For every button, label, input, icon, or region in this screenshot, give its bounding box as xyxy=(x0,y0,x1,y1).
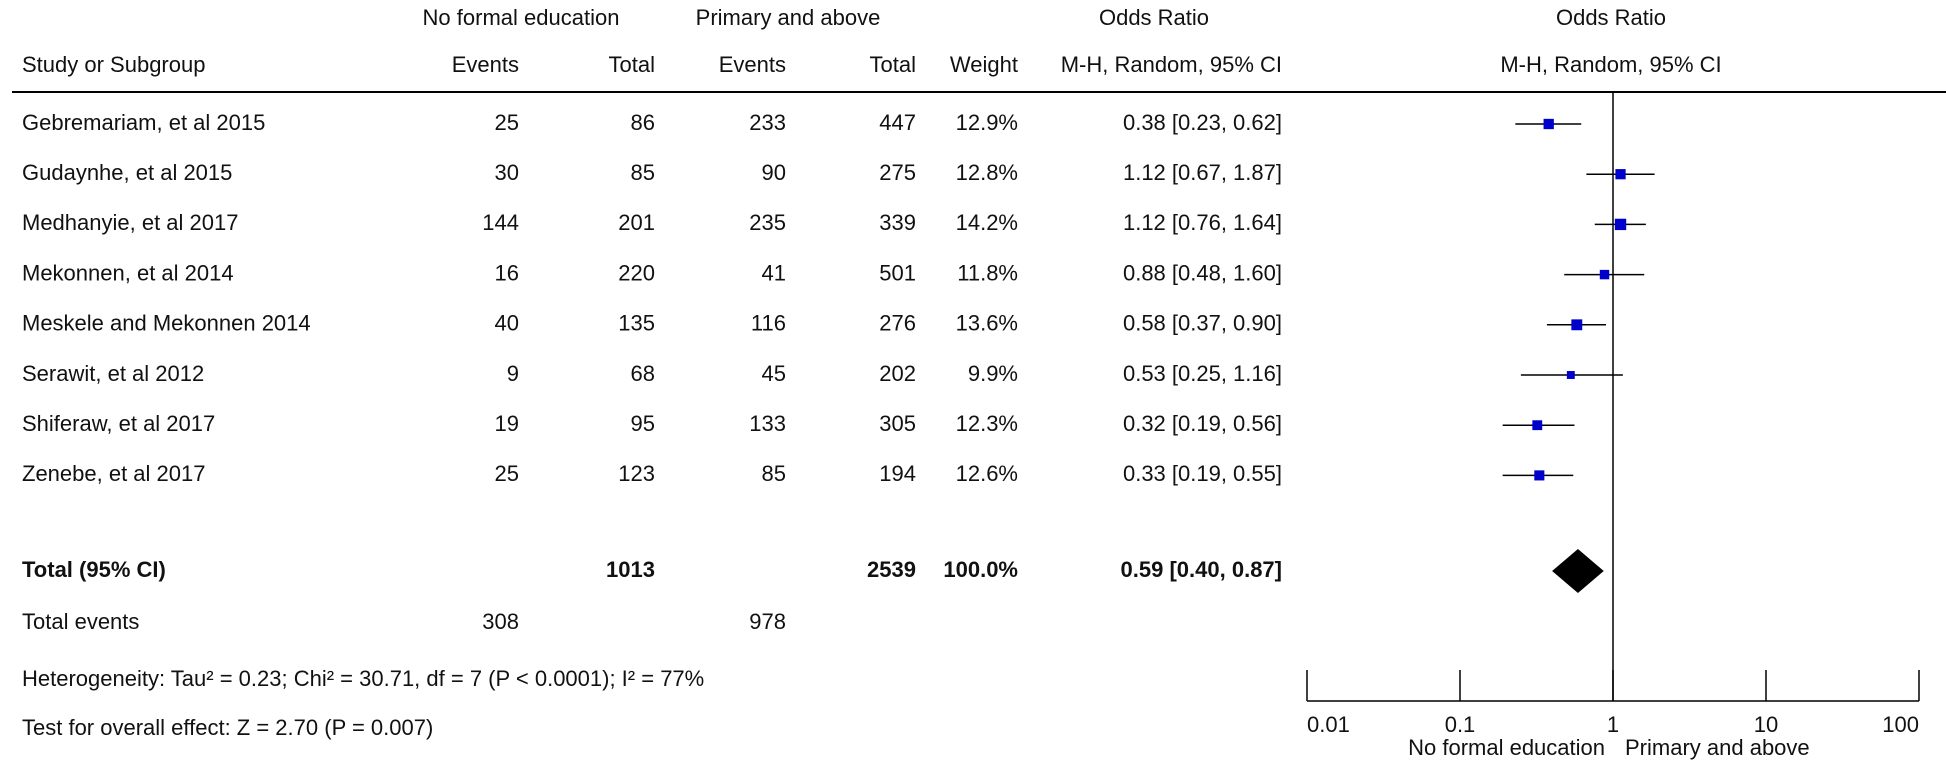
cell: 41 xyxy=(762,260,786,285)
column-header: M-H, Random, 95% CI xyxy=(1500,52,1721,77)
column-header: Events xyxy=(719,52,786,77)
or-marker xyxy=(1615,169,1626,180)
cell: 133 xyxy=(749,411,786,436)
cell: 30 xyxy=(495,160,519,185)
or-marker xyxy=(1566,371,1575,379)
cell: 1013 xyxy=(606,557,655,582)
or-marker xyxy=(1532,420,1543,431)
cell: 25 xyxy=(495,461,519,486)
odds-ratio: 0.59 [0.40, 0.87] xyxy=(1121,557,1282,582)
cell: 501 xyxy=(879,260,916,285)
study-name: Meskele and Mekonnen 2014 xyxy=(22,311,311,336)
or-marker xyxy=(1543,118,1554,130)
weight: 9.9% xyxy=(968,361,1018,386)
column-header: Weight xyxy=(950,52,1018,77)
cell: 86 xyxy=(631,110,655,135)
cell: 135 xyxy=(618,311,655,336)
cell: 45 xyxy=(762,361,786,386)
cell: 201 xyxy=(618,210,655,235)
weight: 12.9% xyxy=(956,110,1018,135)
cell: 68 xyxy=(631,361,655,386)
or-marker xyxy=(1614,218,1627,231)
study-name: Zenebe, et al 2017 xyxy=(22,461,205,486)
x-tick-label: 10 xyxy=(1754,712,1778,737)
cell: 19 xyxy=(495,411,519,436)
cell: 25 xyxy=(495,110,519,135)
cell: 123 xyxy=(618,461,655,486)
weight: 12.8% xyxy=(956,160,1018,185)
cell: 275 xyxy=(879,160,916,185)
cell: 202 xyxy=(879,361,916,386)
heterogeneity: Heterogeneity: Tau² = 0.23; Chi² = 30.71… xyxy=(22,666,704,691)
favours-right: Primary and above xyxy=(1625,735,1810,760)
x-tick-label: 0.01 xyxy=(1307,712,1350,737)
study-name: Mekonnen, et al 2014 xyxy=(22,260,234,285)
cell: 235 xyxy=(749,210,786,235)
cell: 9 xyxy=(507,361,519,386)
cell: 447 xyxy=(879,110,916,135)
study-name: Total events xyxy=(22,609,139,634)
cell: 16 xyxy=(495,260,519,285)
study-name: Serawit, et al 2012 xyxy=(22,361,204,386)
x-tick-label: 100 xyxy=(1882,712,1919,737)
or-marker xyxy=(1534,470,1545,481)
cell: 194 xyxy=(879,461,916,486)
favours-left: No formal education xyxy=(1408,735,1605,760)
cell: 233 xyxy=(749,110,786,135)
x-tick-label: 1 xyxy=(1607,712,1619,737)
odds-ratio: 0.58 [0.37, 0.90] xyxy=(1123,311,1282,336)
cell: 85 xyxy=(631,160,655,185)
cell: 978 xyxy=(749,609,786,634)
cell: 40 xyxy=(495,311,519,336)
cell: 2539 xyxy=(867,557,916,582)
study-name: Shiferaw, et al 2017 xyxy=(22,411,215,436)
weight: 12.6% xyxy=(956,461,1018,486)
cell: 339 xyxy=(879,210,916,235)
column-header: Events xyxy=(452,52,519,77)
weight: 13.6% xyxy=(956,311,1018,336)
study-name: Gudaynhe, et al 2015 xyxy=(22,160,232,185)
group-header: Primary and above xyxy=(696,5,881,30)
odds-ratio: 1.12 [0.76, 1.64] xyxy=(1123,210,1282,235)
cell: 276 xyxy=(879,311,916,336)
weight: 11.8% xyxy=(957,260,1018,285)
cell: 85 xyxy=(762,461,786,486)
column-header: Total xyxy=(870,52,916,77)
weight: 12.3% xyxy=(956,411,1018,436)
odds-ratio: 1.12 [0.67, 1.87] xyxy=(1123,160,1282,185)
group-header: No formal education xyxy=(423,5,620,30)
or-marker xyxy=(1599,269,1610,280)
cell: 220 xyxy=(618,260,655,285)
cell: 308 xyxy=(482,609,519,634)
overall-effect: Test for overall effect: Z = 2.70 (P = 0… xyxy=(22,715,433,740)
odds-ratio: 0.33 [0.19, 0.55] xyxy=(1123,461,1282,486)
x-tick-label: 0.1 xyxy=(1445,712,1476,737)
study-name: Medhanyie, et al 2017 xyxy=(22,210,239,235)
weight: 100.0% xyxy=(943,557,1018,582)
cell: 144 xyxy=(482,210,519,235)
odds-ratio: 0.38 [0.23, 0.62] xyxy=(1123,110,1282,135)
cell: 90 xyxy=(762,160,786,185)
summary-diamond xyxy=(1552,549,1604,593)
group-header: Odds Ratio xyxy=(1556,5,1666,30)
group-header: Odds Ratio xyxy=(1099,5,1209,30)
cell: 116 xyxy=(751,311,786,336)
odds-ratio: 0.32 [0.19, 0.56] xyxy=(1123,411,1282,436)
cell: 305 xyxy=(879,411,916,436)
study-name: Total (95% CI) xyxy=(22,557,166,582)
study-name: Gebremariam, et al 2015 xyxy=(22,110,265,135)
cell: 95 xyxy=(631,411,655,436)
column-header: M-H, Random, 95% CI xyxy=(1061,52,1282,77)
odds-ratio: 0.88 [0.48, 1.60] xyxy=(1123,260,1282,285)
column-header: Total xyxy=(609,52,655,77)
weight: 14.2% xyxy=(956,210,1018,235)
odds-ratio: 0.53 [0.25, 1.16] xyxy=(1123,361,1282,386)
column-header: Study or Subgroup xyxy=(22,52,205,77)
or-marker xyxy=(1571,319,1583,331)
